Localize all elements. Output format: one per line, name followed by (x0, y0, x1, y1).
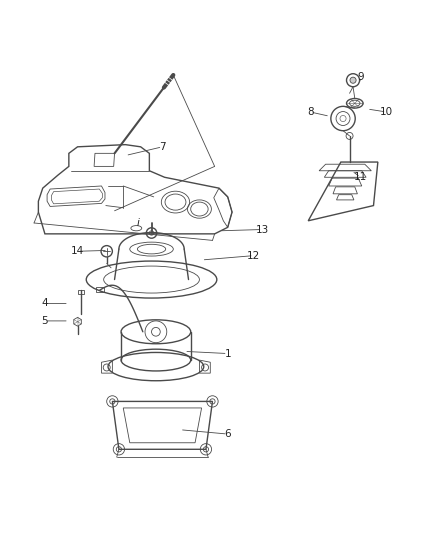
Text: 1: 1 (224, 349, 231, 359)
Text: 4: 4 (42, 298, 48, 309)
Text: 11: 11 (354, 172, 367, 182)
Text: 14: 14 (71, 246, 84, 256)
Circle shape (350, 77, 356, 83)
Text: 7: 7 (159, 142, 166, 152)
Text: 13: 13 (256, 224, 269, 235)
Text: 9: 9 (357, 72, 364, 82)
Text: 5: 5 (42, 316, 48, 326)
Text: 10: 10 (380, 107, 393, 117)
Text: 8: 8 (307, 107, 314, 117)
Text: 6: 6 (224, 429, 231, 439)
Text: i: i (137, 218, 140, 228)
Bar (96, 287, 104, 292)
Text: 12: 12 (247, 251, 261, 261)
